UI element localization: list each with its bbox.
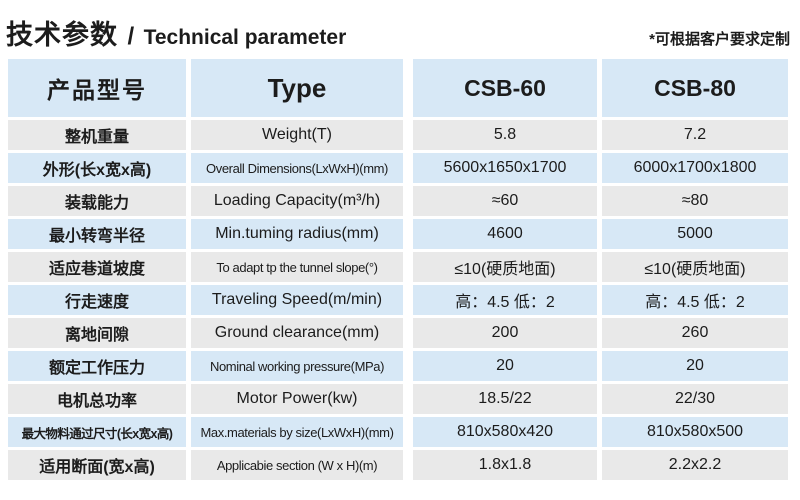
spec-table-right: CSB-60 CSB-80 5.8 7.2 5600x1650x1700 6000x1… bbox=[408, 56, 793, 483]
param-name-cn: 电机总功率 bbox=[8, 384, 186, 414]
param-name-cn: 额定工作压力 bbox=[8, 351, 186, 381]
value-csb60: ≤10(硬质地面) bbox=[413, 252, 597, 282]
param-name-en: Overall Dimensions(LxWxH)(mm) bbox=[191, 153, 403, 183]
spec-table-area: 产品型号 Type 整机重量 Weight(T) 外形(长x宽x高) Overall … bbox=[0, 56, 800, 483]
customization-note: *可根据客户要求定制 bbox=[649, 31, 790, 48]
value-csb60: 1.8x1.8 bbox=[413, 450, 597, 480]
table-row: 适用断面(宽x高) Applicabie section (W x H)(m) bbox=[8, 450, 403, 480]
param-name-en: Motor Power(kw) bbox=[191, 384, 403, 414]
table-row: 整机重量 Weight(T) bbox=[8, 120, 403, 150]
table-row: 最小转弯半径 Min.tuming radius(mm) bbox=[8, 219, 403, 249]
value-csb80: 5000 bbox=[602, 219, 788, 249]
column-header-type: Type bbox=[191, 59, 403, 117]
table-row: 5600x1650x1700 6000x1700x1800 bbox=[413, 153, 788, 183]
spec-table-left: 产品型号 Type 整机重量 Weight(T) 外形(长x宽x高) Overall … bbox=[3, 56, 408, 483]
param-name-cn: 行走速度 bbox=[8, 285, 186, 315]
param-name-en: Nominal working pressure(MPa) bbox=[191, 351, 403, 381]
title-bar: 技术参数 / Technical parameter *可根据客户要求定制 bbox=[0, 0, 800, 56]
param-name-en: Weight(T) bbox=[191, 120, 403, 150]
value-csb60: 5.8 bbox=[413, 120, 597, 150]
value-csb60: 5600x1650x1700 bbox=[413, 153, 597, 183]
table-row: 4600 5000 bbox=[413, 219, 788, 249]
param-name-cn: 外形(长x宽x高) bbox=[8, 153, 186, 183]
param-name-en: Max.materials by size(LxWxH)(mm) bbox=[191, 417, 403, 447]
table-row: 外形(长x宽x高) Overall Dimensions(LxWxH)(mm) bbox=[8, 153, 403, 183]
value-csb80: 2.2x2.2 bbox=[602, 450, 788, 480]
value-csb80: 20 bbox=[602, 351, 788, 381]
table-row: 装载能力 Loading Capacity(m³/h) bbox=[8, 186, 403, 216]
param-name-cn: 整机重量 bbox=[8, 120, 186, 150]
column-header-csb60: CSB-60 bbox=[413, 59, 597, 117]
value-csb60: 20 bbox=[413, 351, 597, 381]
value-csb80: 260 bbox=[602, 318, 788, 348]
table-row: 1.8x1.8 2.2x2.2 bbox=[413, 450, 788, 480]
title-separator: / bbox=[127, 23, 135, 50]
param-name-cn: 装载能力 bbox=[8, 186, 186, 216]
value-csb60: 810x580x420 bbox=[413, 417, 597, 447]
right-table-body: 5.8 7.2 5600x1650x1700 6000x1700x1800 ≈60 ≈80… bbox=[413, 120, 788, 480]
table-row: 行走速度 Traveling Speed(m/min) bbox=[8, 285, 403, 315]
param-name-cn: 适应巷道坡度 bbox=[8, 252, 186, 282]
table-row: 200 260 bbox=[413, 318, 788, 348]
table-row: 最大物料通过尺寸(长x宽x高) Max.materials by size(LxW… bbox=[8, 417, 403, 447]
value-csb80: 6000x1700x1800 bbox=[602, 153, 788, 183]
param-name-en: Applicabie section (W x H)(m) bbox=[191, 450, 403, 480]
value-csb80: 22/30 bbox=[602, 384, 788, 414]
table-row: 离地间隙 Ground clearance(mm) bbox=[8, 318, 403, 348]
param-name-cn: 适用断面(宽x高) bbox=[8, 450, 186, 480]
value-csb60: 200 bbox=[413, 318, 597, 348]
value-csb80: ≤10(硬质地面) bbox=[602, 252, 788, 282]
table-row: 20 20 bbox=[413, 351, 788, 381]
param-name-cn: 最大物料通过尺寸(长x宽x高) bbox=[8, 417, 186, 447]
value-csb60: ≈60 bbox=[413, 186, 597, 216]
param-name-en: Ground clearance(mm) bbox=[191, 318, 403, 348]
param-name-cn: 最小转弯半径 bbox=[8, 219, 186, 249]
value-csb60: 高：4.5 低：2 bbox=[413, 285, 597, 315]
param-name-en: Min.tuming radius(mm) bbox=[191, 219, 403, 249]
header-row-right: CSB-60 CSB-80 bbox=[413, 59, 788, 117]
table-row: 810x580x420 810x580x500 bbox=[413, 417, 788, 447]
param-name-cn: 离地间隙 bbox=[8, 318, 186, 348]
title-chinese: 技术参数 bbox=[6, 20, 118, 50]
param-name-en: To adapt tp the tunnel slope(°) bbox=[191, 252, 403, 282]
table-row: 5.8 7.2 bbox=[413, 120, 788, 150]
param-name-en: Traveling Speed(m/min) bbox=[191, 285, 403, 315]
page-title: 技术参数 / Technical parameter bbox=[6, 13, 346, 52]
header-row-left: 产品型号 Type bbox=[8, 59, 403, 117]
title-english: Technical parameter bbox=[143, 26, 347, 49]
table-row: ≤10(硬质地面) ≤10(硬质地面) bbox=[413, 252, 788, 282]
value-csb80: 810x580x500 bbox=[602, 417, 788, 447]
table-row: 额定工作压力 Nominal working pressure(MPa) bbox=[8, 351, 403, 381]
left-table-body: 整机重量 Weight(T) 外形(长x宽x高) Overall Dimensions… bbox=[8, 120, 403, 480]
table-row: 高：4.5 低：2 高：4.5 低：2 bbox=[413, 285, 788, 315]
value-csb80: 7.2 bbox=[602, 120, 788, 150]
value-csb60: 4600 bbox=[413, 219, 597, 249]
column-header-csb80: CSB-80 bbox=[602, 59, 788, 117]
table-row: 18.5/22 22/30 bbox=[413, 384, 788, 414]
table-row: 电机总功率 Motor Power(kw) bbox=[8, 384, 403, 414]
value-csb80: ≈80 bbox=[602, 186, 788, 216]
param-name-en: Loading Capacity(m³/h) bbox=[191, 186, 403, 216]
table-row: ≈60 ≈80 bbox=[413, 186, 788, 216]
table-row: 适应巷道坡度 To adapt tp the tunnel slope(°) bbox=[8, 252, 403, 282]
value-csb80: 高：4.5 低：2 bbox=[602, 285, 788, 315]
value-csb60: 18.5/22 bbox=[413, 384, 597, 414]
column-header-product-model: 产品型号 bbox=[8, 59, 186, 117]
